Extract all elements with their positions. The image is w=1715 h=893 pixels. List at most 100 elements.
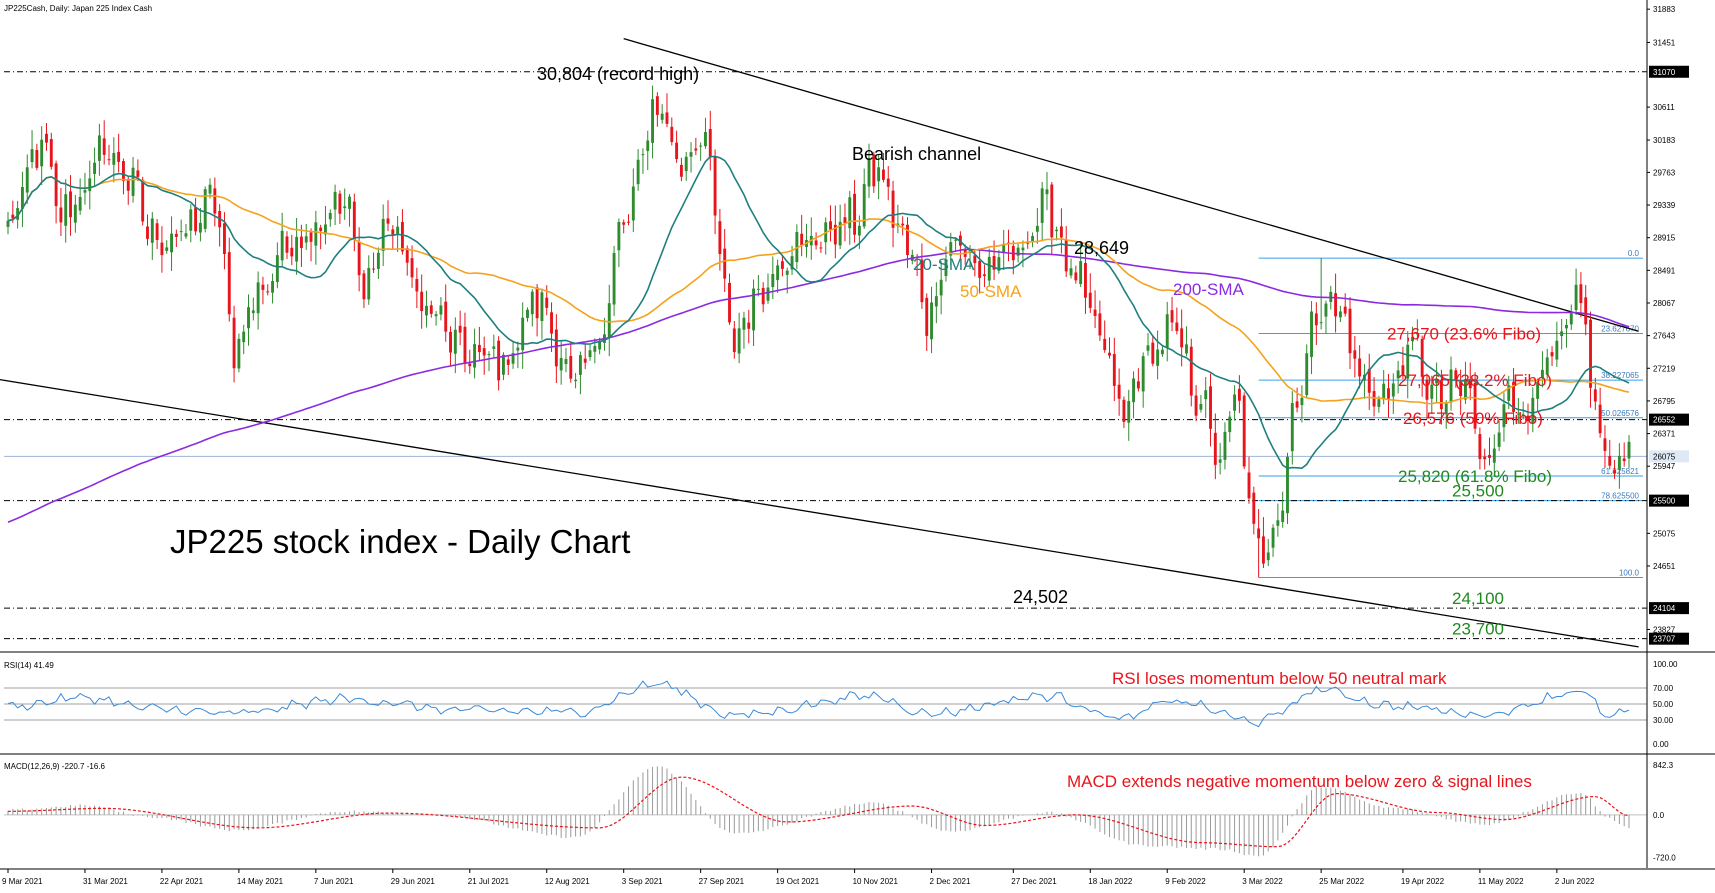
candle-body [1228, 416, 1232, 433]
candle [146, 214, 149, 246]
candle-body [1584, 297, 1588, 325]
candle-body [434, 314, 438, 317]
candle [1425, 373, 1429, 420]
candle-body [934, 296, 938, 307]
candle [1175, 307, 1179, 335]
candle [554, 314, 558, 383]
candle [97, 123, 101, 176]
candle-body [117, 151, 121, 162]
candle [814, 232, 818, 250]
x-tick-label: 31 Mar 2021 [83, 877, 128, 886]
candle [1574, 268, 1578, 316]
x-tick-label: 22 Apr 2021 [160, 877, 204, 886]
candle [1598, 387, 1602, 438]
candle-body [1613, 470, 1617, 474]
candle-body [569, 355, 573, 379]
candle-body [184, 233, 188, 237]
fibo-ratio-label: 38.227065 [1601, 371, 1639, 380]
candle-body [208, 184, 212, 194]
candle-body [150, 218, 154, 243]
candle [1406, 331, 1410, 399]
candle-body [766, 287, 770, 301]
candle-body [785, 270, 789, 275]
support-label-1: 24,100 [1452, 589, 1504, 608]
candle [1565, 319, 1568, 348]
x-tick-label: 12 Aug 2021 [545, 877, 590, 886]
candle [901, 216, 905, 236]
candle [732, 321, 736, 359]
candle-body [271, 281, 274, 293]
x-tick-label: 7 Jun 2021 [314, 877, 354, 886]
candle [1305, 344, 1309, 399]
candle [713, 149, 717, 235]
candle [285, 231, 289, 259]
candle-body [930, 302, 933, 340]
candle [1540, 351, 1544, 388]
candle [420, 274, 424, 329]
candle-body [679, 164, 683, 177]
candle [1372, 377, 1376, 417]
candle-body [1175, 322, 1179, 332]
candle-body [1271, 527, 1275, 548]
macd-signal-line [8, 776, 1630, 848]
candle-body [425, 305, 428, 316]
candle-body [45, 133, 48, 143]
candle-body [756, 288, 760, 290]
candle-body [400, 221, 404, 252]
candle-body [1338, 311, 1342, 318]
candle-body [631, 186, 635, 221]
candle-body [256, 282, 260, 314]
candle-body [954, 239, 958, 241]
candle [487, 351, 491, 372]
candle [429, 300, 433, 318]
candle-body [30, 149, 34, 163]
candle-body [1286, 456, 1289, 514]
candle-body [227, 252, 231, 315]
candle [718, 208, 722, 271]
candle-body [1252, 492, 1256, 524]
x-tick-label: 9 Feb 2022 [1165, 877, 1206, 886]
candle-body [1295, 401, 1299, 408]
candle-body [627, 221, 630, 223]
x-tick-label: 9 Mar 2021 [2, 877, 43, 886]
candle-body [198, 222, 202, 233]
candle [1156, 330, 1160, 380]
candle-body [280, 230, 284, 261]
price-tick-label: 25947 [1653, 462, 1676, 471]
price-tick-label: 23827 [1653, 625, 1676, 634]
candle [766, 273, 770, 304]
candle-body [237, 338, 241, 369]
candle [170, 216, 173, 271]
candle-body [689, 152, 693, 157]
candle-body [319, 227, 323, 232]
candle-body [1045, 189, 1049, 195]
candle [492, 334, 496, 359]
macd-tick-label: 0.0 [1653, 811, 1665, 820]
candle-body [223, 223, 226, 255]
candle-body [439, 305, 443, 315]
candle-body [891, 190, 895, 228]
candle-body [1324, 303, 1328, 317]
candle [1363, 364, 1366, 399]
candle-body [304, 236, 308, 243]
price-tick-label: 28067 [1653, 299, 1676, 308]
price-tick-label: 31883 [1653, 5, 1676, 14]
candle-body [155, 223, 159, 240]
candle-body [1040, 188, 1044, 223]
candle [376, 247, 380, 279]
candle [473, 328, 477, 379]
candle [477, 326, 481, 362]
candle [1454, 367, 1458, 388]
candle-body [1122, 399, 1126, 422]
candle [737, 312, 741, 364]
x-tick-label: 10 Nov 2021 [853, 877, 899, 886]
level-box [1649, 450, 1689, 463]
candle-body [1526, 415, 1530, 421]
candle [1204, 376, 1208, 419]
candle [1387, 373, 1390, 418]
candle [434, 310, 438, 326]
candle-body [1074, 272, 1078, 281]
candle [362, 269, 366, 309]
candle [636, 149, 640, 191]
candle-body [646, 140, 650, 151]
